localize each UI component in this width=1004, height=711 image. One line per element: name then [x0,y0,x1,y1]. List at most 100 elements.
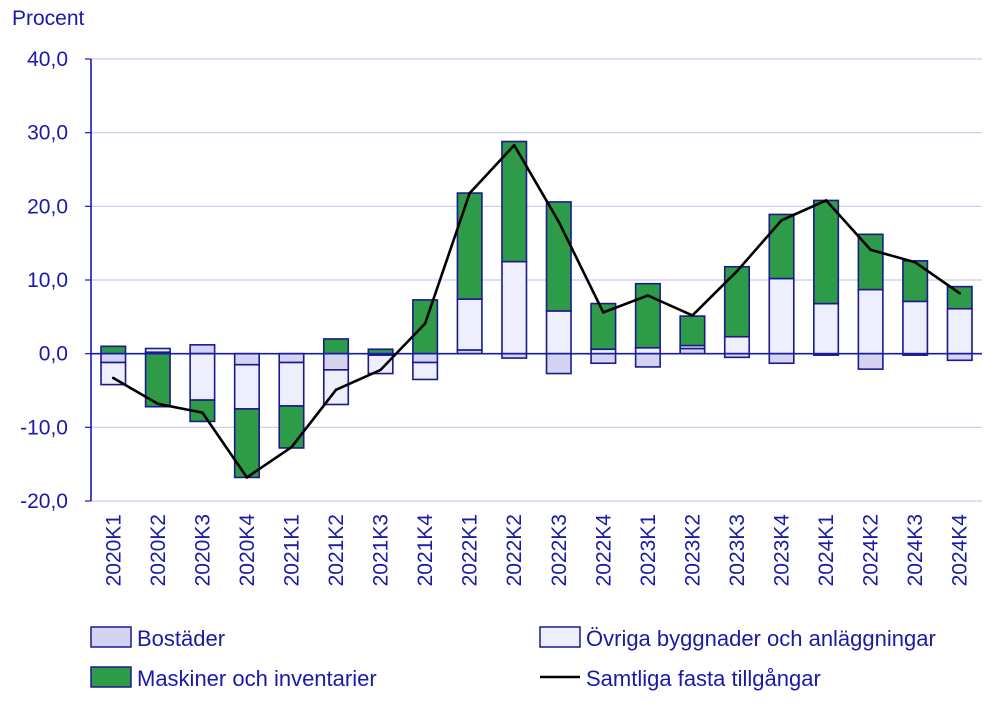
y-tick-label: 10,0 [27,269,68,292]
x-tick-label: 2023K1 [637,514,660,586]
x-tick-label: 2021K3 [370,514,393,586]
bar-stack [278,352,305,449]
bar-segment [723,265,751,338]
legend-label: Maskiner och inventarier [137,666,377,691]
x-tick-label: 2024K3 [904,514,927,586]
bar-stack [902,260,929,356]
line-point [913,261,917,264]
bar-segment [813,199,840,305]
bar-segment [412,352,439,364]
bar-stack [233,352,260,479]
bar-segment [723,335,751,355]
bar-stack [412,299,439,381]
x-tick-label: 2024K2 [860,514,883,586]
bar-stack [501,140,528,359]
bar-segment [946,307,973,355]
x-tick-label: 2022K2 [503,514,526,586]
grid [91,58,982,502]
x-tick-label: 2023K2 [681,514,704,586]
legend-label: Samtliga fasta tillgångar [586,666,821,691]
legend-swatch [90,666,132,688]
bar-segment [412,299,439,355]
bar-segment [545,201,572,312]
line-point [824,199,828,202]
line-point [379,368,382,372]
bar-segment [322,338,350,355]
bar-segment [144,347,171,353]
bar-segment [902,260,929,303]
y-tick-label: 40,0 [27,48,68,71]
bar-segment [946,352,973,362]
bar-segment [100,345,127,355]
bar-segment [634,352,661,368]
bar-segment [278,361,305,407]
bar-segment [857,352,884,370]
line-point [512,143,516,147]
legend-label: Övriga byggnader och anläggningar [586,626,936,651]
x-tick-label: 2022K4 [592,514,615,587]
y-axis-ticks: -20,0 -10,0 0,0 10,0 20,0 30,0 40,0 [20,48,91,513]
bar-segment [189,352,216,401]
y-unit-label: Procent [12,7,85,30]
x-tick-label: 2021K1 [280,514,303,586]
bar-segment [902,300,929,355]
bar-segment [768,277,795,355]
legend-item: Bostäder [90,626,225,651]
bar-segment [545,310,572,355]
line-point [780,219,783,222]
bar-segment [634,346,661,355]
bar-segment [456,298,483,351]
legend-swatch [90,626,132,648]
y-tick-label: 0,0 [39,343,68,366]
bar-stack [189,344,216,423]
legend-item: Maskiner och inventarier [90,666,377,691]
bar-stack [100,345,127,386]
bar-stack [768,213,795,365]
x-tick-label: 2023K4 [771,514,794,587]
line-point [245,476,249,479]
x-tick-label: 2020K3 [191,514,214,586]
line-point [646,294,650,297]
bar-stack [679,315,706,355]
legend: Bostäder Övriga byggnader och anläggninga… [90,626,936,691]
line-point [468,191,471,195]
bar-segment [545,352,572,375]
bar-segment [412,361,439,381]
x-tick-label: 2022K3 [548,514,571,586]
bar-stack [946,285,973,362]
x-tick-label: 2021K2 [325,514,348,586]
x-tick-label: 2020K2 [147,514,170,586]
x-tick-label: 2020K1 [102,514,125,586]
bar-segment [768,213,795,280]
bar-segment [456,192,483,300]
bar-segment [189,344,216,355]
line-point [735,269,739,273]
x-tick-label: 2023K3 [726,514,749,586]
legend-item: Samtliga fasta tillgångar [540,666,821,691]
line-point [602,311,605,314]
legend-swatch [539,626,581,648]
bar-segment [100,352,127,364]
bar-segment [367,354,394,375]
line-point [334,388,338,392]
bar-segment [857,233,884,291]
line-point [290,445,293,449]
line-point [201,411,204,414]
x-tick-label: 2024K4 [949,514,972,587]
y-tick-label: 20,0 [27,195,68,218]
bar-segment [278,405,305,449]
bar-segment [813,302,840,355]
line-series [111,143,962,479]
line-point [156,402,160,406]
bar-segment [278,352,305,364]
bar-stack [813,199,840,356]
line-point [423,322,427,325]
x-tick-label: 2022K1 [459,514,482,586]
y-tick-label: -10,0 [20,416,68,439]
total-line [112,143,961,479]
bar-segment [857,288,884,355]
x-axis-ticks: 2020K1 2020K2 2020K3 2020K4 2021K1 2021K2 2021… [102,514,971,587]
line-point [869,248,872,252]
bar-stack [545,201,572,375]
